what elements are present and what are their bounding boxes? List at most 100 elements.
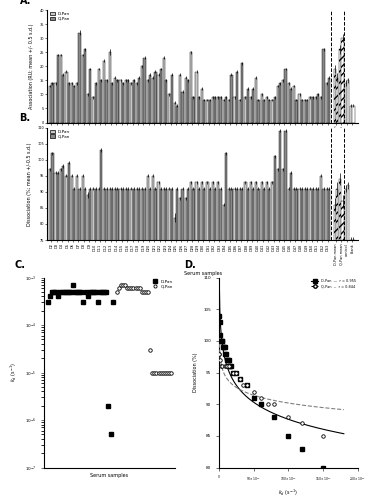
D-Pan <box>67 289 71 295</box>
D-Pan <box>222 344 227 350</box>
Bar <box>132 188 135 481</box>
Bar <box>157 182 160 481</box>
X-axis label: Serum samples: Serum samples <box>91 473 128 478</box>
D-Pan <box>108 432 113 438</box>
Y-axis label: Dissociation (%): Dissociation (%) <box>193 353 198 392</box>
Bar <box>130 83 132 122</box>
Bar <box>341 202 344 481</box>
Q-Pan <box>148 347 152 353</box>
Bar <box>228 100 230 122</box>
Bar <box>65 176 68 481</box>
Bar <box>295 188 297 481</box>
Text: D.: D. <box>184 260 196 270</box>
Bar <box>326 83 328 122</box>
Bar <box>212 182 214 481</box>
Bar <box>152 176 154 481</box>
Bar <box>277 170 279 481</box>
Bar <box>54 172 57 481</box>
Q-Pan <box>138 285 142 291</box>
Bar <box>312 188 314 481</box>
D-Pan <box>321 464 325 470</box>
Bar <box>141 66 143 122</box>
Q-Pan <box>133 285 138 291</box>
Bar <box>73 86 75 122</box>
D-Pan <box>106 402 111 408</box>
Bar <box>125 188 127 481</box>
Bar <box>54 83 57 122</box>
Q-Pan <box>127 285 131 291</box>
Q-Pan <box>154 370 159 376</box>
Bar <box>261 94 263 122</box>
Bar <box>217 182 219 481</box>
Q-Pan <box>162 370 167 376</box>
Bar <box>132 80 135 122</box>
Bar <box>87 195 89 481</box>
Bar <box>51 153 54 481</box>
Bar <box>250 97 252 122</box>
Bar <box>119 80 122 122</box>
Bar <box>138 188 140 481</box>
Bar <box>111 83 113 122</box>
Bar <box>271 182 274 481</box>
D-Pan <box>227 363 232 369</box>
Bar <box>187 188 189 481</box>
Bar <box>119 188 122 481</box>
Legend: D-Pan  —  r = 0.955, Q-Pan  --  r = 0.844: D-Pan — r = 0.955, Q-Pan -- r = 0.844 <box>311 279 356 288</box>
Line: D-Pan: D-Pan <box>218 314 325 469</box>
D-Pan <box>226 357 230 363</box>
Bar <box>92 188 95 481</box>
Y-axis label: Association (RU; mean +/- 0.5 s.d.): Association (RU; mean +/- 0.5 s.d.) <box>29 24 34 109</box>
Bar <box>236 188 238 481</box>
Bar <box>154 72 157 122</box>
Bar <box>198 97 200 122</box>
Bar <box>203 100 205 122</box>
Bar <box>127 80 130 122</box>
Bar <box>179 74 181 122</box>
Bar <box>214 188 216 481</box>
D-Pan <box>62 289 67 295</box>
Bar <box>100 150 102 481</box>
Bar <box>345 83 347 122</box>
Bar <box>165 80 168 122</box>
Bar <box>268 100 270 122</box>
Bar <box>84 50 86 122</box>
Q-Pan <box>251 388 256 394</box>
Bar <box>78 32 81 122</box>
Bar <box>116 188 119 481</box>
Q-Pan <box>321 433 325 439</box>
Line: Q-Pan: Q-Pan <box>218 352 325 438</box>
Q-Pan <box>217 350 222 356</box>
Bar <box>168 94 170 122</box>
Q-Pan <box>241 382 245 388</box>
D-Pan <box>238 376 242 382</box>
Bar <box>312 97 314 122</box>
Bar <box>250 182 252 481</box>
Bar <box>130 188 132 481</box>
Bar <box>347 80 349 122</box>
Bar <box>78 188 81 481</box>
Bar <box>170 188 173 481</box>
Bar <box>284 69 287 122</box>
Bar <box>100 80 102 122</box>
Q-Pan <box>258 395 263 401</box>
Bar <box>328 188 330 481</box>
D-Pan <box>229 363 234 369</box>
Bar <box>320 176 322 481</box>
Q-Pan <box>123 282 127 288</box>
D-Pan <box>48 294 52 300</box>
Bar <box>192 97 195 122</box>
Bar <box>181 92 184 122</box>
Bar <box>336 188 338 481</box>
Q-Pan <box>150 370 154 376</box>
Bar <box>92 97 95 122</box>
Bar <box>76 176 78 481</box>
Bar <box>76 83 78 122</box>
Q-Pan <box>158 370 163 376</box>
Q-Pan <box>238 376 242 382</box>
Q-Pan <box>119 282 123 288</box>
Bar <box>206 100 208 122</box>
D-Pan <box>102 289 107 295</box>
D-Pan <box>219 338 223 344</box>
Bar <box>149 188 151 481</box>
Bar <box>293 188 295 481</box>
